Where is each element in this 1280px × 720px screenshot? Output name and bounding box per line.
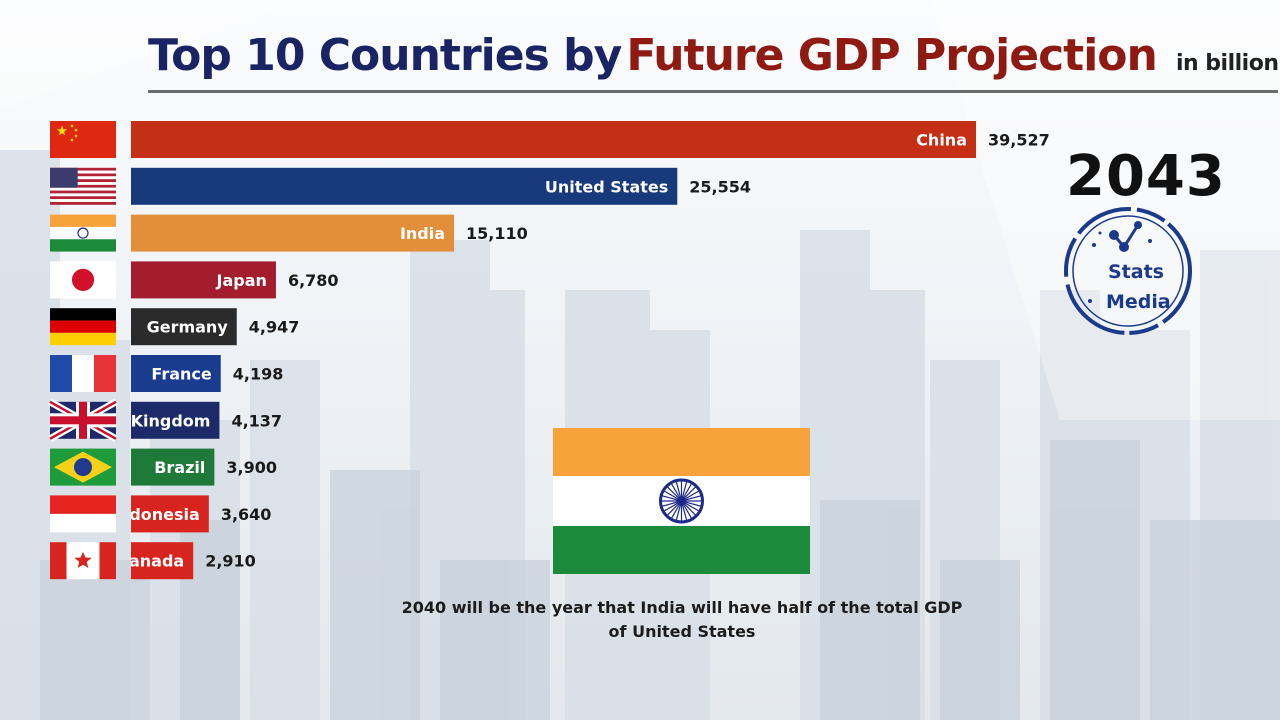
bar-france bbox=[131, 355, 221, 392]
value-label: 39,527 bbox=[988, 131, 1050, 150]
title-underline bbox=[148, 90, 1278, 93]
france-flag-icon bbox=[50, 355, 116, 392]
canada-flag-icon bbox=[50, 542, 116, 580]
chart-title: Top 10 Countries by Future GDP Projectio… bbox=[148, 30, 1280, 81]
bar-japan bbox=[131, 261, 276, 299]
bar-india bbox=[131, 214, 455, 252]
value-label: 4,198 bbox=[233, 365, 284, 384]
value-label: 3,640 bbox=[221, 505, 272, 524]
value-label: 6,780 bbox=[288, 271, 339, 290]
title-part-1: Top 10 Countries by bbox=[148, 30, 622, 81]
bar-label: United States bbox=[545, 177, 668, 196]
unit-label: in billion usd bbox=[1175, 51, 1280, 76]
brazil-flag-icon bbox=[50, 448, 116, 486]
india-flag-icon bbox=[50, 214, 116, 252]
bar-indonesia bbox=[131, 495, 209, 533]
bar-label: Japan bbox=[216, 271, 267, 290]
value-label: 3,900 bbox=[226, 458, 277, 477]
logo-text-1: Stats bbox=[1108, 261, 1164, 283]
value-label: 25,554 bbox=[689, 177, 751, 196]
germany-flag-icon bbox=[50, 308, 116, 346]
logo-text-2: Media bbox=[1106, 291, 1171, 313]
value-label: 4,137 bbox=[231, 411, 282, 430]
bar-germany bbox=[131, 308, 237, 346]
title-part-2: Future GDP Projection bbox=[626, 30, 1157, 81]
bar-label: India bbox=[400, 224, 445, 243]
value-label: 2,910 bbox=[205, 552, 256, 571]
bar-united-states bbox=[131, 167, 678, 205]
bar-label: China bbox=[916, 131, 967, 150]
japan-flag-icon bbox=[50, 261, 116, 299]
bar-label: Brazil bbox=[154, 458, 205, 477]
bar-china bbox=[131, 121, 976, 158]
stats-media-logo: Stats Media bbox=[1064, 207, 1192, 335]
usa-flag-icon bbox=[50, 167, 116, 205]
uk-flag-icon bbox=[48, 398, 118, 442]
value-label: 15,110 bbox=[466, 224, 528, 243]
indonesia-flag-icon bbox=[50, 495, 116, 533]
value-label: 4,947 bbox=[249, 318, 300, 337]
india-flag-large bbox=[553, 428, 810, 574]
bar-label: Germany bbox=[147, 318, 229, 337]
bar-label: ndonesia bbox=[118, 505, 200, 524]
bar-united-kingdom bbox=[131, 401, 220, 439]
bar-canada bbox=[131, 542, 194, 580]
year-label: 2043 bbox=[1066, 144, 1226, 209]
bar-label: Kingdom bbox=[131, 411, 211, 430]
china-flag-icon bbox=[50, 121, 116, 158]
bar-brazil bbox=[131, 448, 215, 486]
bar-label: France bbox=[151, 365, 211, 384]
caption-text: 2040 will be the year that India will ha… bbox=[401, 598, 963, 641]
bar-label: anada bbox=[129, 552, 184, 571]
